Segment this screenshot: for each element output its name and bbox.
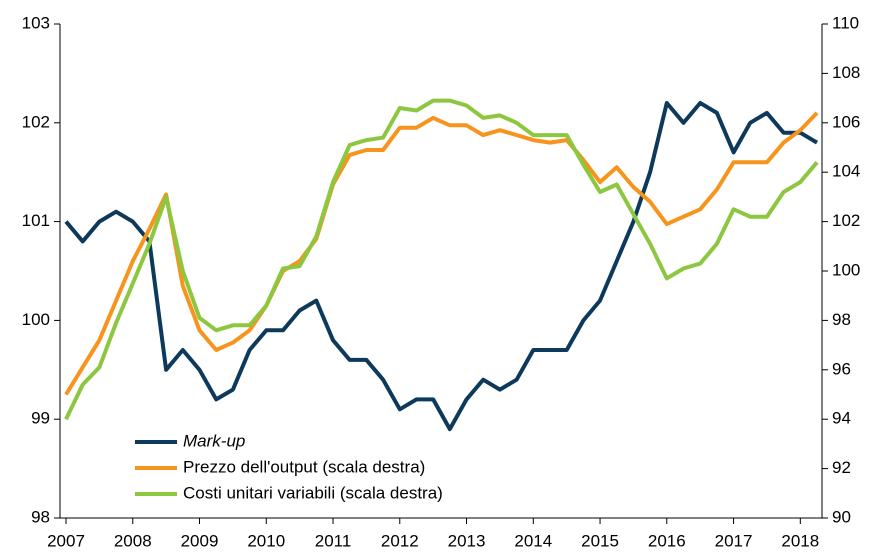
y2-tick-label: 90 bbox=[832, 507, 851, 526]
y-tick-label: 98 bbox=[31, 507, 50, 526]
y-tick-label: 101 bbox=[22, 211, 50, 230]
x-tick-label: 2014 bbox=[514, 531, 552, 550]
series-line bbox=[64, 98, 819, 421]
y2-tick-label: 110 bbox=[832, 13, 859, 32]
x-tick-label: 2018 bbox=[781, 531, 819, 550]
y2-tick-label: 104 bbox=[832, 162, 860, 181]
x-tick-label: 2015 bbox=[581, 531, 619, 550]
legend-label: Mark-up bbox=[183, 431, 245, 450]
y2-tick-label: 92 bbox=[832, 458, 851, 477]
x-tick-label: 2012 bbox=[381, 531, 419, 550]
x-tick-label: 2010 bbox=[247, 531, 285, 550]
x-tick-label: 2009 bbox=[181, 531, 219, 550]
y2-tick-label: 96 bbox=[832, 359, 851, 378]
y2-tick-label: 106 bbox=[832, 112, 860, 131]
x-tick-label: 2008 bbox=[114, 531, 152, 550]
y-tick-label: 99 bbox=[31, 409, 50, 428]
x-tick-label: 2007 bbox=[47, 531, 85, 550]
x-tick-label: 2011 bbox=[315, 531, 352, 550]
y-tick-label: 100 bbox=[22, 310, 50, 329]
y-tick-label: 102 bbox=[22, 112, 50, 131]
y2-tick-label: 102 bbox=[832, 211, 860, 230]
x-tick-label: 2013 bbox=[448, 531, 486, 550]
y2-tick-label: 108 bbox=[832, 63, 860, 82]
series-line bbox=[64, 101, 819, 432]
x-tick-label: 2017 bbox=[715, 531, 753, 550]
legend-label: Costi unitari variabili (scala destra) bbox=[183, 483, 443, 502]
y-tick-label: 103 bbox=[22, 13, 50, 32]
y2-tick-label: 100 bbox=[832, 260, 860, 279]
legend-label: Prezzo dell'output (scala destra) bbox=[183, 457, 425, 476]
y2-tick-label: 98 bbox=[832, 310, 851, 329]
y2-tick-label: 94 bbox=[832, 409, 851, 428]
x-tick-label: 2016 bbox=[648, 531, 686, 550]
series-line bbox=[64, 111, 819, 396]
